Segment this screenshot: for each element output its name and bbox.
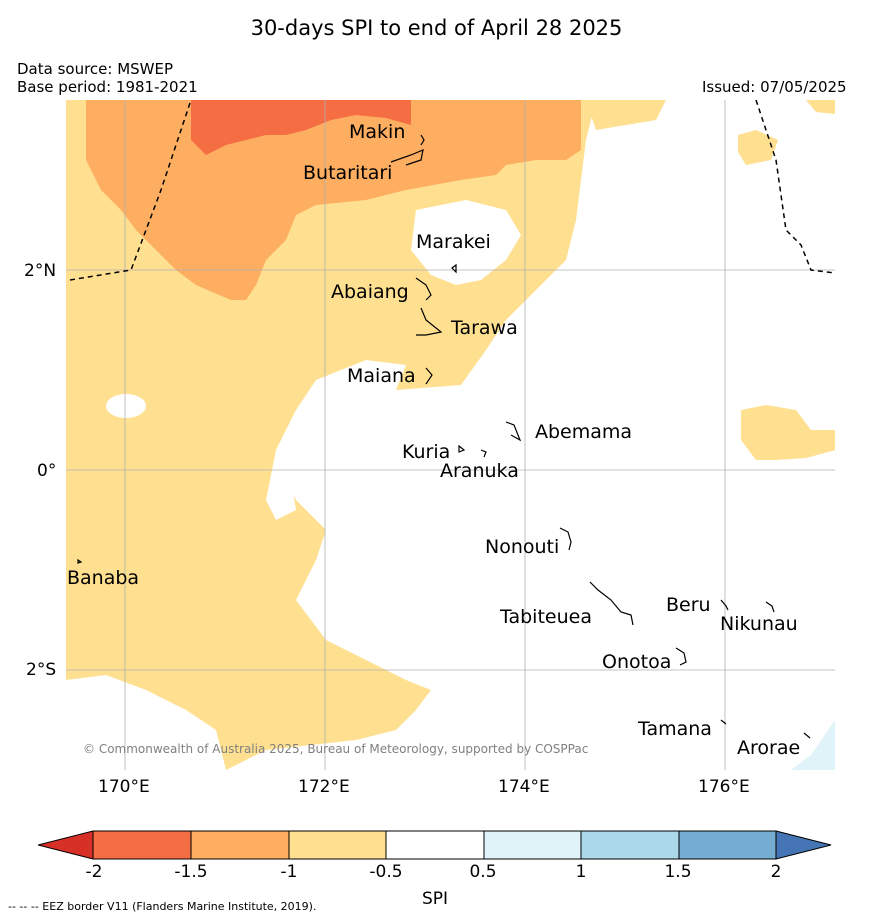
island-makin — [420, 134, 425, 146]
spi-region-light-orange-east-1 — [741, 405, 835, 460]
spi-region-white-1 — [411, 200, 521, 285]
island-kuria — [458, 444, 466, 453]
island-tarawa — [416, 307, 443, 336]
colorbar-tick-neg1: -1 — [280, 862, 298, 882]
island-arorae — [803, 732, 811, 739]
colorbar-tick-0-5: 0.5 — [469, 862, 497, 882]
lon-tick-170e: 170°E — [98, 777, 150, 797]
island-beru — [720, 599, 729, 611]
place-label-banaba: Banaba — [67, 567, 140, 589]
island-onotoa — [675, 647, 687, 666]
colorbar-seg-1 — [92, 830, 192, 860]
island-nikunau — [765, 601, 775, 613]
island-butaritari — [390, 149, 424, 166]
place-label-nikunau: Nikunau — [720, 613, 798, 635]
colorbar-extend-low — [38, 830, 94, 860]
place-label-kuria: Kuria — [402, 441, 451, 463]
colorbar-seg-7 — [678, 830, 777, 860]
island-aranuka — [480, 449, 487, 458]
colorbar-label: SPI — [422, 889, 449, 909]
colorbar-tick-neg0-5: -0.5 — [369, 862, 403, 882]
place-label-marakei: Marakei — [416, 231, 491, 253]
issued-date: Issued: 07/05/2025 — [702, 78, 847, 96]
eez-legend-note: -- -- -- EEZ border V11 (Flanders Marine… — [8, 900, 317, 913]
lat-tick-0: 0° — [37, 461, 57, 481]
colorbar-seg-5 — [483, 830, 582, 860]
map-title: 30-days SPI to end of April 28 2025 — [250, 16, 623, 40]
place-label-maiana: Maiana — [347, 365, 416, 387]
graticule — [66, 100, 835, 770]
spi-region-light-orange-ne — [806, 100, 835, 114]
place-label-makin: Makin — [349, 121, 406, 143]
spi-region-light-orange-north — [586, 100, 666, 130]
data-source: Data source: MSWEP — [17, 60, 174, 78]
place-label-nonouti: Nonouti — [485, 536, 560, 558]
island-tamana — [720, 719, 727, 725]
place-label-abaiang: Abaiang — [331, 281, 409, 303]
spi-colorbar — [38, 830, 832, 860]
eez-border — [69, 100, 835, 281]
base-period: Base period: 1981-2021 — [17, 78, 198, 96]
place-label-butaritari: Butaritari — [303, 162, 393, 184]
island-tabiteuea — [589, 581, 634, 626]
spi-region-white-4 — [106, 394, 146, 418]
colorbar-tick-neg1-5: -1.5 — [174, 862, 208, 882]
place-label-tarawa: Tarawa — [451, 317, 518, 339]
place-label-arorae: Arorae — [737, 737, 801, 759]
colorbar-seg-2 — [190, 830, 290, 860]
place-label-abemama: Abemama — [535, 421, 633, 443]
lon-tick-172e: 172°E — [298, 777, 350, 797]
island-abaiang — [415, 277, 432, 301]
place-label-onotoa: Onotoa — [602, 651, 672, 673]
lat-tick-2n: 2°N — [24, 261, 57, 281]
place-label-tabiteuea: Tabiteuea — [500, 606, 592, 628]
island-maiana — [425, 367, 433, 385]
island-nonouti — [559, 527, 572, 551]
spi-region-white-3 — [66, 675, 226, 770]
colorbar-tick-neg2: -2 — [85, 862, 103, 882]
lon-tick-176e: 176°E — [698, 777, 750, 797]
spi-region-white-2 — [266, 360, 406, 520]
colorbar-tick-1-5: 1.5 — [664, 862, 692, 882]
place-label-tamana: Tamana — [638, 718, 712, 740]
island-outlines — [77, 134, 811, 739]
colorbar-seg-6 — [580, 830, 680, 860]
island-abemama — [505, 421, 522, 442]
spi-region-dark-orange — [191, 100, 411, 155]
island-marakei — [451, 263, 457, 274]
place-label-beru: Beru — [666, 594, 711, 616]
copyright-note: © Commonwealth of Australia 2025, Bureau… — [83, 742, 589, 756]
spi-map — [66, 100, 835, 770]
spi-region-light-orange-east-2 — [738, 130, 778, 165]
colorbar-tick-1: 1 — [575, 862, 587, 882]
lon-tick-174e: 174°E — [498, 777, 550, 797]
colorbar-seg-3 — [288, 830, 387, 860]
place-label-aranuka: Aranuka — [440, 460, 519, 482]
spi-region-light-blue — [791, 720, 835, 770]
lat-tick-2s: 2°S — [26, 660, 57, 680]
colorbar-tick-2: 2 — [770, 862, 782, 882]
colorbar-extend-high — [775, 830, 832, 860]
island-banaba — [77, 558, 83, 564]
colorbar-seg-4 — [385, 830, 485, 860]
